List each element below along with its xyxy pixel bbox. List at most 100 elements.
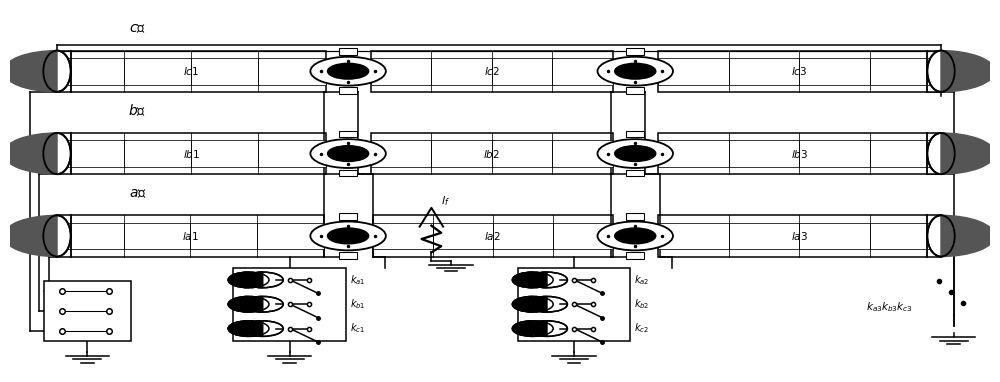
Ellipse shape xyxy=(927,50,955,92)
Wedge shape xyxy=(3,50,57,92)
Circle shape xyxy=(527,272,567,288)
Bar xyxy=(626,131,644,138)
Bar xyxy=(339,252,357,259)
Bar xyxy=(658,51,941,92)
Circle shape xyxy=(228,272,269,288)
Circle shape xyxy=(242,296,283,312)
Wedge shape xyxy=(242,296,263,312)
Text: $k_{b2}$: $k_{b2}$ xyxy=(634,297,650,311)
Wedge shape xyxy=(941,133,995,174)
Bar xyxy=(626,170,644,176)
Circle shape xyxy=(598,139,673,168)
Bar xyxy=(658,133,941,174)
Bar xyxy=(233,268,346,341)
Text: $\it{lc2}$: $\it{lc2}$ xyxy=(484,65,500,77)
Bar xyxy=(371,51,613,92)
Text: $k_{a3}k_{b3}k_{c3}$: $k_{a3}k_{b3}k_{c3}$ xyxy=(866,300,913,314)
Wedge shape xyxy=(527,272,547,288)
Text: $\it{lc3}$: $\it{lc3}$ xyxy=(791,65,808,77)
Circle shape xyxy=(242,321,283,337)
Bar xyxy=(57,140,326,167)
Text: $k_{c2}$: $k_{c2}$ xyxy=(634,322,649,335)
Text: $\it{lb3}$: $\it{lb3}$ xyxy=(791,147,808,160)
Bar xyxy=(371,58,613,84)
Text: $\it{lc1}$: $\it{lc1}$ xyxy=(183,65,199,77)
Text: $l_f$: $l_f$ xyxy=(441,194,450,208)
Wedge shape xyxy=(3,133,57,174)
Wedge shape xyxy=(527,321,547,337)
Bar xyxy=(658,58,941,84)
Bar xyxy=(626,252,644,259)
Wedge shape xyxy=(512,321,533,337)
Text: $\it{la3}$: $\it{la3}$ xyxy=(791,230,808,242)
Ellipse shape xyxy=(43,133,71,174)
Wedge shape xyxy=(527,296,547,312)
Text: $b$相: $b$相 xyxy=(128,103,146,118)
Text: $k_{a2}$: $k_{a2}$ xyxy=(634,273,650,287)
Circle shape xyxy=(615,228,656,244)
Bar xyxy=(57,51,326,92)
Bar xyxy=(339,49,357,55)
Wedge shape xyxy=(228,321,249,337)
Bar xyxy=(658,140,941,167)
Wedge shape xyxy=(941,50,995,92)
Circle shape xyxy=(598,57,673,86)
Bar xyxy=(57,133,326,174)
Bar xyxy=(658,223,941,249)
Bar xyxy=(44,281,131,341)
Circle shape xyxy=(527,321,567,337)
Bar xyxy=(626,213,644,220)
Text: $\it{la2}$: $\it{la2}$ xyxy=(484,230,501,242)
Circle shape xyxy=(310,139,386,168)
Bar xyxy=(57,58,326,84)
Circle shape xyxy=(328,228,369,244)
Circle shape xyxy=(328,146,369,161)
Circle shape xyxy=(310,57,386,86)
Ellipse shape xyxy=(43,50,71,92)
Text: $\it{lb2}$: $\it{lb2}$ xyxy=(483,147,500,160)
Wedge shape xyxy=(512,272,533,288)
Ellipse shape xyxy=(927,133,955,174)
Wedge shape xyxy=(242,321,263,337)
Wedge shape xyxy=(941,215,995,257)
Circle shape xyxy=(598,222,673,250)
Circle shape xyxy=(512,272,553,288)
Bar xyxy=(339,170,357,176)
Bar xyxy=(57,215,324,257)
Text: $\it{la1}$: $\it{la1}$ xyxy=(182,230,199,242)
Circle shape xyxy=(310,222,386,250)
Bar xyxy=(371,133,613,174)
Bar xyxy=(339,213,357,220)
Wedge shape xyxy=(228,272,249,288)
Text: $k_{a1}$: $k_{a1}$ xyxy=(350,273,365,287)
Circle shape xyxy=(242,272,283,288)
Bar xyxy=(339,87,357,94)
Circle shape xyxy=(512,296,553,312)
Wedge shape xyxy=(512,296,533,312)
Bar xyxy=(57,223,324,249)
Bar xyxy=(339,131,357,138)
Bar xyxy=(518,268,630,341)
Bar xyxy=(371,140,613,167)
Circle shape xyxy=(328,63,369,79)
Ellipse shape xyxy=(43,215,71,257)
Bar xyxy=(626,87,644,94)
Circle shape xyxy=(527,296,567,312)
Circle shape xyxy=(228,296,269,312)
Bar xyxy=(373,215,613,257)
Bar xyxy=(658,215,941,257)
Circle shape xyxy=(512,321,553,337)
Wedge shape xyxy=(228,296,249,312)
Bar xyxy=(626,49,644,55)
Wedge shape xyxy=(3,215,57,257)
Circle shape xyxy=(228,321,269,337)
Text: $c$相: $c$相 xyxy=(129,21,146,35)
Circle shape xyxy=(615,146,656,161)
Circle shape xyxy=(615,63,656,79)
Text: $k_{b1}$: $k_{b1}$ xyxy=(350,297,366,311)
Bar xyxy=(373,223,613,249)
Text: $\it{lb1}$: $\it{lb1}$ xyxy=(183,147,200,160)
Text: $k_{c1}$: $k_{c1}$ xyxy=(350,322,365,335)
Text: $a$相: $a$相 xyxy=(129,186,146,200)
Ellipse shape xyxy=(927,215,955,257)
